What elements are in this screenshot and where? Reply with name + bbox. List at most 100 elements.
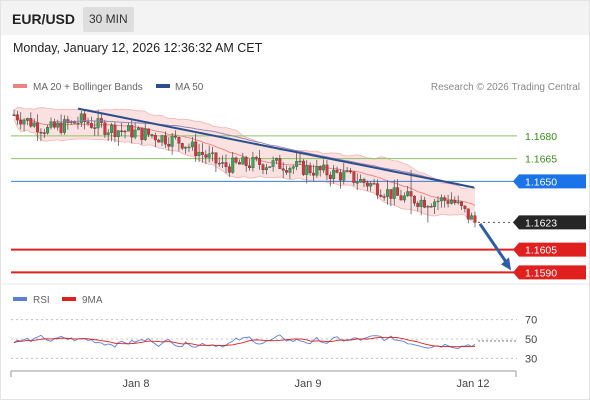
candle-body xyxy=(15,114,19,121)
candle-body xyxy=(349,170,352,173)
candle-body xyxy=(389,189,393,199)
candle-body xyxy=(369,183,373,187)
price-level-label: 1.1590 xyxy=(525,267,557,279)
candle-body xyxy=(318,166,322,171)
candle-body xyxy=(130,125,134,138)
candle-body xyxy=(379,194,383,197)
candle-body xyxy=(328,174,332,179)
candle-body xyxy=(308,165,312,174)
candle-body xyxy=(184,146,188,149)
candle-body xyxy=(46,127,50,134)
time-axis-label: Jan 8 xyxy=(123,378,150,390)
candle-body xyxy=(409,191,413,197)
candle-body xyxy=(402,195,406,201)
candle-body xyxy=(295,161,299,167)
candle-body xyxy=(281,168,285,171)
candle-body xyxy=(170,135,174,147)
candle-body xyxy=(355,182,359,184)
candle-body xyxy=(251,157,255,169)
candle-body xyxy=(342,171,346,181)
bollinger-band-fill xyxy=(14,107,475,224)
candle-body xyxy=(463,205,467,209)
candle-body xyxy=(412,195,416,204)
candle-body xyxy=(362,179,366,183)
candle-body xyxy=(466,208,470,220)
candle-body xyxy=(301,160,305,175)
time-axis-label: Jan 12 xyxy=(456,378,489,390)
bollinger-lower xyxy=(13,119,476,224)
candle-body xyxy=(315,166,319,176)
price-level-label: 1.1665 xyxy=(525,154,557,166)
candle-body xyxy=(147,128,151,135)
candle-body xyxy=(224,162,228,167)
candle-body xyxy=(285,170,289,173)
candle-body xyxy=(312,172,315,176)
candle-body xyxy=(110,125,114,133)
forecast-arrow-shaft xyxy=(478,223,509,265)
candle-body xyxy=(29,118,33,127)
timeframe-badge[interactable]: 30 MIN xyxy=(83,7,134,32)
candle-body xyxy=(254,157,258,159)
candle-body xyxy=(211,152,214,154)
candle-body xyxy=(332,169,336,179)
candle-body xyxy=(275,158,278,161)
candle-body xyxy=(177,137,181,144)
candle-body xyxy=(160,135,164,143)
candle-body xyxy=(264,167,268,171)
candle-body xyxy=(449,200,453,204)
rsi-ma9-line xyxy=(13,336,476,348)
candle-body xyxy=(406,191,410,196)
candle-body xyxy=(396,187,400,196)
candle-body xyxy=(59,122,63,133)
candle-body xyxy=(258,158,262,165)
candle-body xyxy=(433,201,437,207)
candle-body xyxy=(436,200,440,203)
price-level-badge xyxy=(513,174,586,189)
candle-body xyxy=(143,128,147,140)
candle-body xyxy=(113,125,117,137)
rsi-legend-label: RSI xyxy=(33,295,50,306)
candle-body xyxy=(439,197,443,202)
rsi-tick-label: 70 xyxy=(525,315,537,327)
candle-body xyxy=(89,123,93,128)
candle-body xyxy=(174,135,177,138)
candle-body xyxy=(106,132,110,135)
candle-body xyxy=(392,187,396,199)
candle-body xyxy=(305,165,309,175)
time-axis-label: Jan 9 xyxy=(295,378,322,390)
candle-body xyxy=(221,162,225,164)
candle-body xyxy=(83,113,87,122)
candle-body xyxy=(238,162,241,165)
candle-body xyxy=(26,118,29,121)
research-credit: Research © 2026 Trading Central xyxy=(431,82,580,93)
candle-body xyxy=(197,151,201,156)
instrument-title: EUR/USD xyxy=(12,11,76,27)
candle-body xyxy=(86,121,90,124)
candle-body xyxy=(375,183,379,196)
forecast-arrow-head xyxy=(501,257,511,271)
bollinger-upper xyxy=(13,107,476,190)
candle-body xyxy=(423,199,426,208)
candle-body xyxy=(190,141,194,148)
candle-body xyxy=(96,118,100,129)
candle-body xyxy=(234,157,238,163)
ma9-legend-label: 9MA xyxy=(82,295,103,306)
candle-body xyxy=(446,200,450,204)
candle-body xyxy=(19,119,23,125)
candle-body xyxy=(382,196,386,198)
candle-body xyxy=(36,122,40,133)
rsi-tick-label: 30 xyxy=(525,353,537,365)
price-level-badge xyxy=(513,265,586,280)
candle-body xyxy=(271,160,275,167)
candle-body xyxy=(79,113,83,124)
candle-body xyxy=(157,139,161,143)
candle-body xyxy=(372,183,376,185)
candle-body xyxy=(429,206,433,208)
price-level-badge xyxy=(513,215,586,230)
candle-body xyxy=(204,154,208,158)
candle-body xyxy=(419,199,423,207)
candle-body xyxy=(456,201,460,204)
candle-body xyxy=(460,201,463,207)
